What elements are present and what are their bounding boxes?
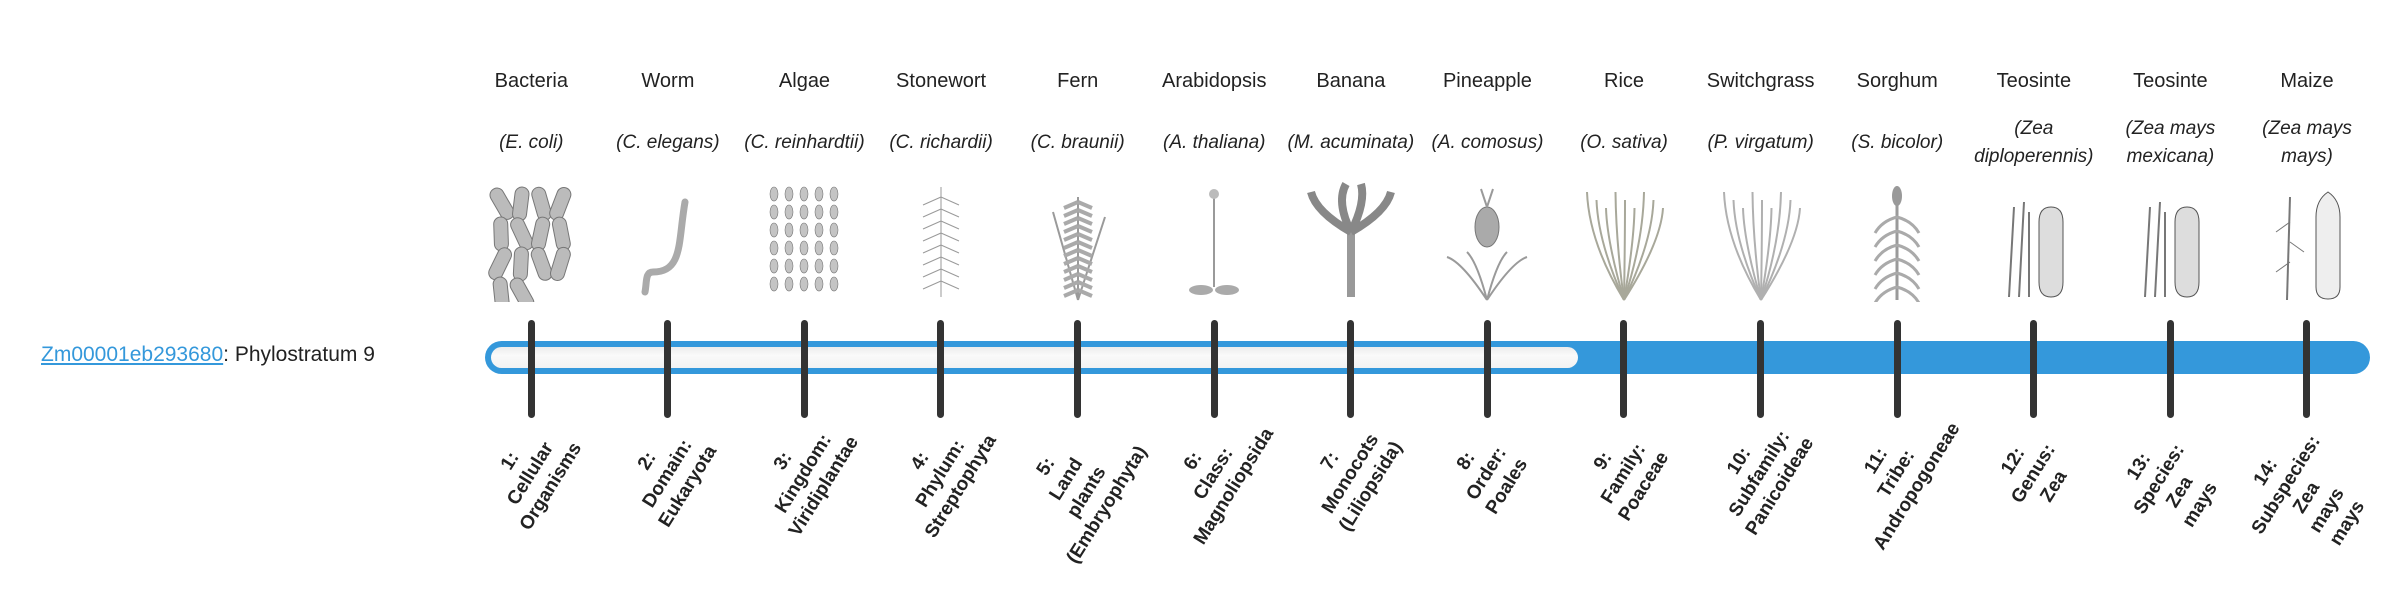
organism-column: Teosinte (Zea diploperennis): [1966, 66, 2103, 302]
stratum-tick: [2166, 320, 2174, 418]
organism-column: Maize (Zea mays mays): [2239, 66, 2376, 302]
organism-common-name: Rice: [1604, 70, 1645, 92]
phylostratum-text: : Phylostratum 9: [223, 343, 375, 366]
organism-column: Fern (C. braunii): [1009, 66, 1146, 302]
stratum-label: 12: Genus: Zea: [1996, 440, 2072, 508]
organism-column: Arabidopsis (A. thaliana): [1146, 66, 1283, 302]
organism-common-name: Teosinte: [2133, 70, 2208, 92]
organism-common-name: Pineapple: [1442, 70, 1532, 92]
stratum-tick: [2303, 320, 2311, 418]
organism-scientific-name: (S. bicolor): [1851, 132, 1944, 153]
organism-scientific-name: (A. thaliana): [1163, 132, 1266, 153]
stratum-label: 3: Kingdom: Viridiplantae: [770, 430, 864, 541]
organism-scientific-name: (Zea diploperennis): [1974, 118, 2094, 167]
gene-link[interactable]: Zm00001eb293680: [41, 343, 224, 366]
organism-scientific-name: (C. braunii): [1030, 132, 1125, 153]
stratum-label: 8: Order: Poales: [1453, 443, 1533, 519]
teosinte-icon: [2144, 201, 2200, 298]
organism-common-name: Worm: [641, 70, 695, 92]
stratum-tick: [1210, 320, 1218, 418]
organism-column: Algae (C. reinhardtii): [736, 66, 873, 302]
arabidopsis-icon: [1189, 189, 1240, 295]
stratum-tick: [664, 320, 672, 418]
organism-scientific-name: (C. elegans): [616, 132, 720, 153]
organism-column: Bacteria (E. coli): [463, 66, 600, 302]
organism-common-name: Stonewort: [896, 70, 987, 92]
teosinte-icon: [2007, 201, 2064, 298]
rice-icon: [1586, 191, 1665, 301]
organism-column: Switchgrass (P. virgatum): [1692, 66, 1829, 302]
organism-common-name: Teosinte: [1996, 70, 2072, 92]
maize-icon: [2275, 191, 2341, 301]
stratum-label: 11: Tribe: Andropogoneae: [1860, 419, 1965, 554]
stratum-tick: [1483, 320, 1491, 418]
gene-label: Zm00001eb293680: Phylostratum 9: [41, 341, 375, 369]
bar-track-unfilled: [491, 347, 1578, 368]
stratum-tick: [1620, 320, 1628, 418]
organism-common-name: Switchgrass: [1706, 70, 1815, 92]
organism-columns: Bacteria (E. coli) Worm (C. elegans) Algae…: [463, 66, 2375, 302]
switchgrass-icon: [1722, 191, 1801, 301]
stratum-label: 5: Land plants (Embryophyta): [1033, 442, 1152, 568]
stratum-tick: [937, 320, 945, 418]
organism-common-name: Bacteria: [494, 70, 568, 92]
organism-column: Teosinte (Zea mays mexicana): [2102, 66, 2239, 302]
stratum-label: 1: Cellular Organisms: [496, 438, 587, 535]
stratum-tick: [1073, 320, 1081, 418]
stratum-label: 9: Family: Poaceae: [1589, 439, 1674, 525]
organism-column: Stonewort (C. richardii): [873, 66, 1010, 302]
organism-common-name: Sorghum: [1856, 70, 1938, 92]
organism-common-name: Banana: [1316, 70, 1386, 92]
organism-common-name: Fern: [1057, 70, 1099, 92]
organism-scientific-name: (C. reinhardtii): [744, 132, 865, 153]
organism-scientific-name: (Zea mays mexicana): [2125, 118, 2216, 167]
worm-icon: [641, 198, 689, 296]
pineapple-icon: [1447, 188, 1528, 301]
banana-icon: [1306, 182, 1395, 297]
stratum-label: 4: Phylum: Streptophyta: [906, 431, 1001, 542]
fern-icon: [1051, 197, 1106, 301]
algae-icon: [770, 186, 839, 292]
organism-common-name: Arabidopsis: [1162, 70, 1267, 92]
organism-column: Worm (C. elegans): [600, 66, 737, 302]
stonewort-icon: [922, 187, 960, 297]
stratum-tick: [800, 320, 808, 418]
stratum-tick: [1893, 320, 1901, 418]
stratum-label: 7: Monocots (Liliopsida): [1316, 430, 1407, 535]
stratum-label: 10: Subfamily: Panicoideae: [1723, 426, 1819, 540]
organism-column: Sorghum (S. bicolor): [1829, 66, 1966, 302]
organism-column: Rice (O. sativa): [1556, 66, 1693, 302]
organism-scientific-name: (P. virgatum): [1707, 132, 1814, 153]
organism-column: Banana (M. acuminata): [1283, 66, 1420, 302]
stratum-label: 13: Species: Zea mays: [2123, 440, 2223, 531]
sorghum-icon: [1873, 186, 1921, 302]
organism-common-name: Algae: [778, 70, 831, 92]
organism-scientific-name: (A. comosus): [1431, 132, 1544, 153]
bacteria-icon: [488, 186, 572, 302]
stratum-tick: [1347, 320, 1355, 418]
organism-scientific-name: (O. sativa): [1580, 132, 1668, 153]
organism-scientific-name: (E. coli): [499, 132, 564, 153]
organism-scientific-name: (C. richardii): [889, 132, 993, 153]
stratum-label: 14: Subspecies: Zea mays mays: [2247, 431, 2369, 550]
stratum-label: 2: Domain: Eukaryota: [633, 435, 721, 531]
stratum-label: 6: Class: Magnoliopsida: [1179, 424, 1279, 549]
organism-common-name: Maize: [2280, 70, 2334, 92]
stratum-tick: [1756, 320, 1764, 418]
organism-scientific-name: (Zea mays mays): [2262, 118, 2352, 167]
organism-column: Pineapple (A. comosus): [1419, 66, 1556, 302]
phylostratum-bar: [485, 341, 2370, 374]
organism-scientific-name: (M. acuminata): [1287, 132, 1415, 153]
stratum-tick: [527, 320, 535, 418]
stratum-tick: [2030, 320, 2038, 418]
